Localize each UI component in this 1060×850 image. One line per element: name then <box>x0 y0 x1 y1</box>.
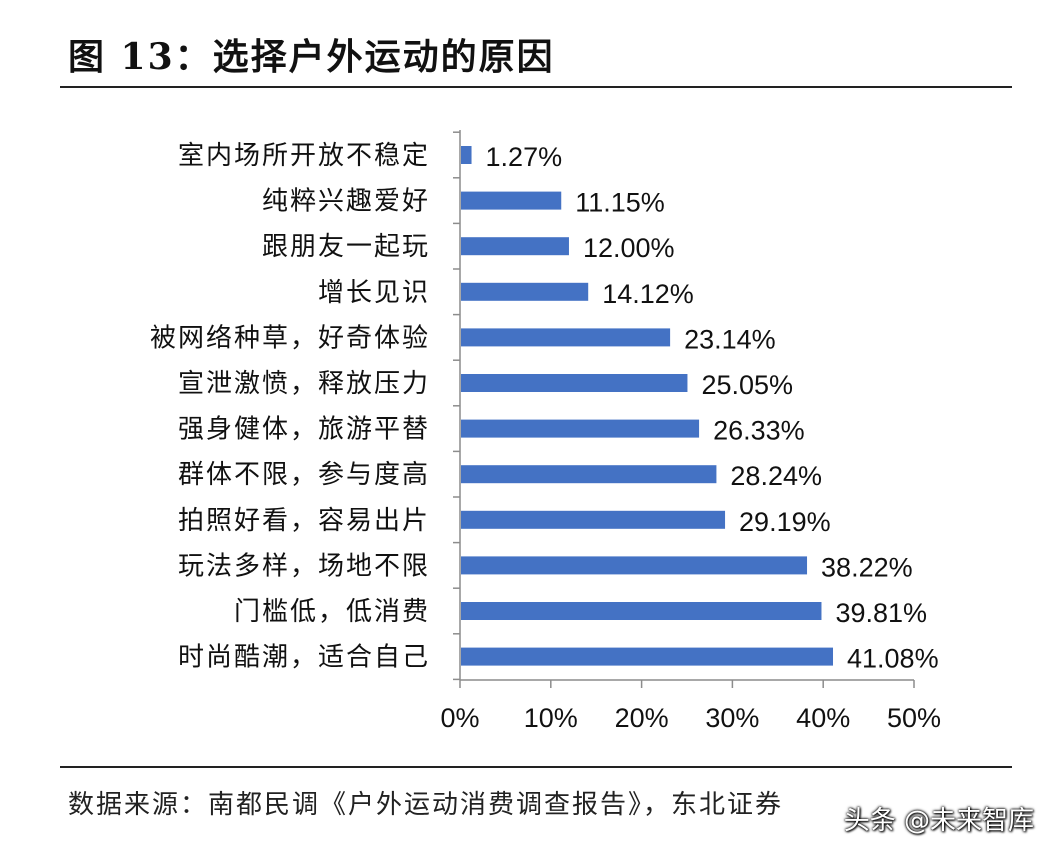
data-label: 41.08% <box>847 644 939 674</box>
category-label: 跟朋友一起玩 <box>262 232 430 262</box>
source-note: 数据来源：南都民调《户外运动消费调查报告》，东北证券 <box>68 790 784 820</box>
bar <box>461 419 700 438</box>
data-label: 38.22% <box>821 552 913 582</box>
bar <box>461 191 562 210</box>
category-label: 被网络种草，好奇体验 <box>150 323 430 353</box>
category-label: 纯粹兴趣爱好 <box>262 187 430 217</box>
title-rule <box>60 86 1012 88</box>
bar <box>461 556 808 575</box>
bar-chart: 0% 10% 20% 30% 40% 50% 室内场所开放不稳定 1.27% 纯粹兴趣爱好 11.… <box>150 130 941 733</box>
data-label: 12.00% <box>583 233 675 263</box>
source-rule <box>60 766 1012 768</box>
data-label: 1.27% <box>486 142 563 172</box>
category-label: 室内场所开放不稳定 <box>178 141 430 171</box>
category-label: 群体不限，参与度高 <box>178 460 430 490</box>
bar <box>461 146 472 164</box>
x-tick-label: 0% <box>440 703 479 733</box>
category-label: 宣泄激愤，释放压力 <box>178 369 430 399</box>
category-label: 增长见识 <box>318 278 430 308</box>
category-label: 拍照好看，容易出片 <box>178 506 430 536</box>
data-label: 11.15% <box>575 188 665 218</box>
bar <box>461 510 726 529</box>
data-label: 25.05% <box>701 370 793 400</box>
category-label: 时尚酷潮，适合自己 <box>178 643 430 673</box>
bar <box>461 282 589 301</box>
data-label: 39.81% <box>835 598 927 628</box>
bar <box>461 328 671 347</box>
x-tick-label: 30% <box>705 703 759 733</box>
data-label: 29.19% <box>739 507 831 537</box>
figure-title: 图 13：选择户外运动的原因 <box>68 36 555 78</box>
data-label: 26.33% <box>713 416 805 446</box>
data-label: 23.14% <box>684 324 776 354</box>
data-label: 28.24% <box>730 461 822 491</box>
watermark-text: 头条 @未来智库 <box>843 806 1034 836</box>
bar <box>461 602 822 620</box>
data-label: 14.12% <box>602 279 694 309</box>
x-tick-label: 50% <box>887 703 941 733</box>
category-label: 强身健体，旅游平替 <box>178 415 430 445</box>
category-label: 玩法多样，场地不限 <box>178 551 430 581</box>
bar <box>461 465 717 484</box>
x-tick-label: 40% <box>796 703 850 733</box>
bar <box>461 237 569 256</box>
category-label: 门槛低，低消费 <box>234 597 430 627</box>
bar <box>461 647 834 666</box>
bar <box>461 374 688 392</box>
x-tick-label: 20% <box>615 703 669 733</box>
x-tick-label: 10% <box>524 703 578 733</box>
